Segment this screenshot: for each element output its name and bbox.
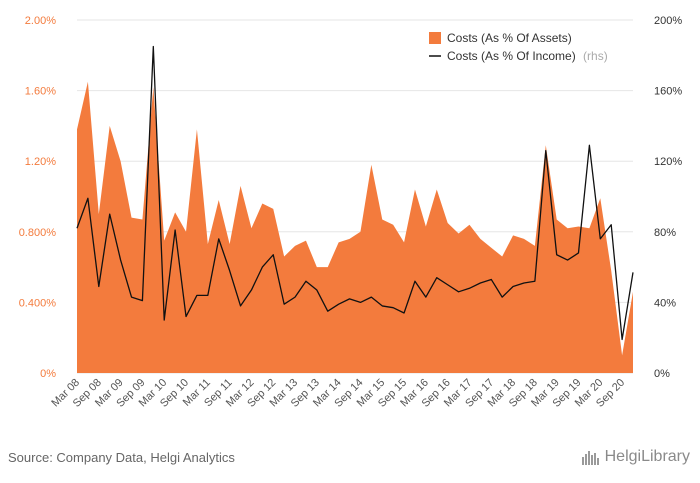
y-right-tick-label: 40%: [654, 297, 676, 309]
legend-label-assets: Costs (As % Of Assets): [447, 31, 572, 45]
legend-label-income-suffix: (rhs): [583, 49, 608, 63]
y-right-tick-label: 200%: [654, 15, 682, 27]
y-right-tick-label: 0%: [654, 368, 670, 380]
area-path-assets: [77, 81, 633, 373]
y-axis-right: 0% 40% 80% 120% 160% 200%: [654, 15, 682, 380]
legend-label-income: Costs (As % Of Income) (rhs): [447, 49, 608, 63]
chart: 0% 0.400% 0.800% 1.20% 1.60% 2.00% 0% 40% 80% 12…: [19, 15, 683, 410]
y-left-tick-label: 1.20%: [25, 156, 56, 168]
series-income-line: [76, 45, 634, 341]
legend-swatch-assets: [429, 32, 441, 44]
y-left-tick-label: 1.60%: [25, 86, 56, 98]
y-axis-left: 0% 0.400% 0.800% 1.20% 1.60% 2.00%: [19, 15, 57, 380]
legend: Costs (As % Of Assets) Costs (As % Of In…: [429, 31, 608, 63]
y-right-tick-label: 120%: [654, 156, 682, 168]
helgi-logo-text: HelgiLibrary: [604, 448, 690, 465]
y-left-tick-label: 0.800%: [19, 227, 57, 239]
y-left-tick-label: 0.400%: [19, 297, 57, 309]
line-path-income: [76, 45, 634, 341]
source-note: Source: Company Data, Helgi Analytics: [8, 450, 235, 465]
helgi-logo-icon: [581, 451, 599, 465]
y-right-tick-label: 80%: [654, 227, 676, 239]
series-assets-area: [77, 81, 633, 373]
y-right-tick-label: 160%: [654, 86, 682, 98]
legend-label-income-name: Costs (As % Of Income): [447, 49, 576, 63]
y-left-tick-label: 0%: [40, 368, 56, 380]
helgi-library-logo: HelgiLibrary: [581, 448, 690, 466]
y-left-tick-label: 2.00%: [25, 15, 56, 27]
